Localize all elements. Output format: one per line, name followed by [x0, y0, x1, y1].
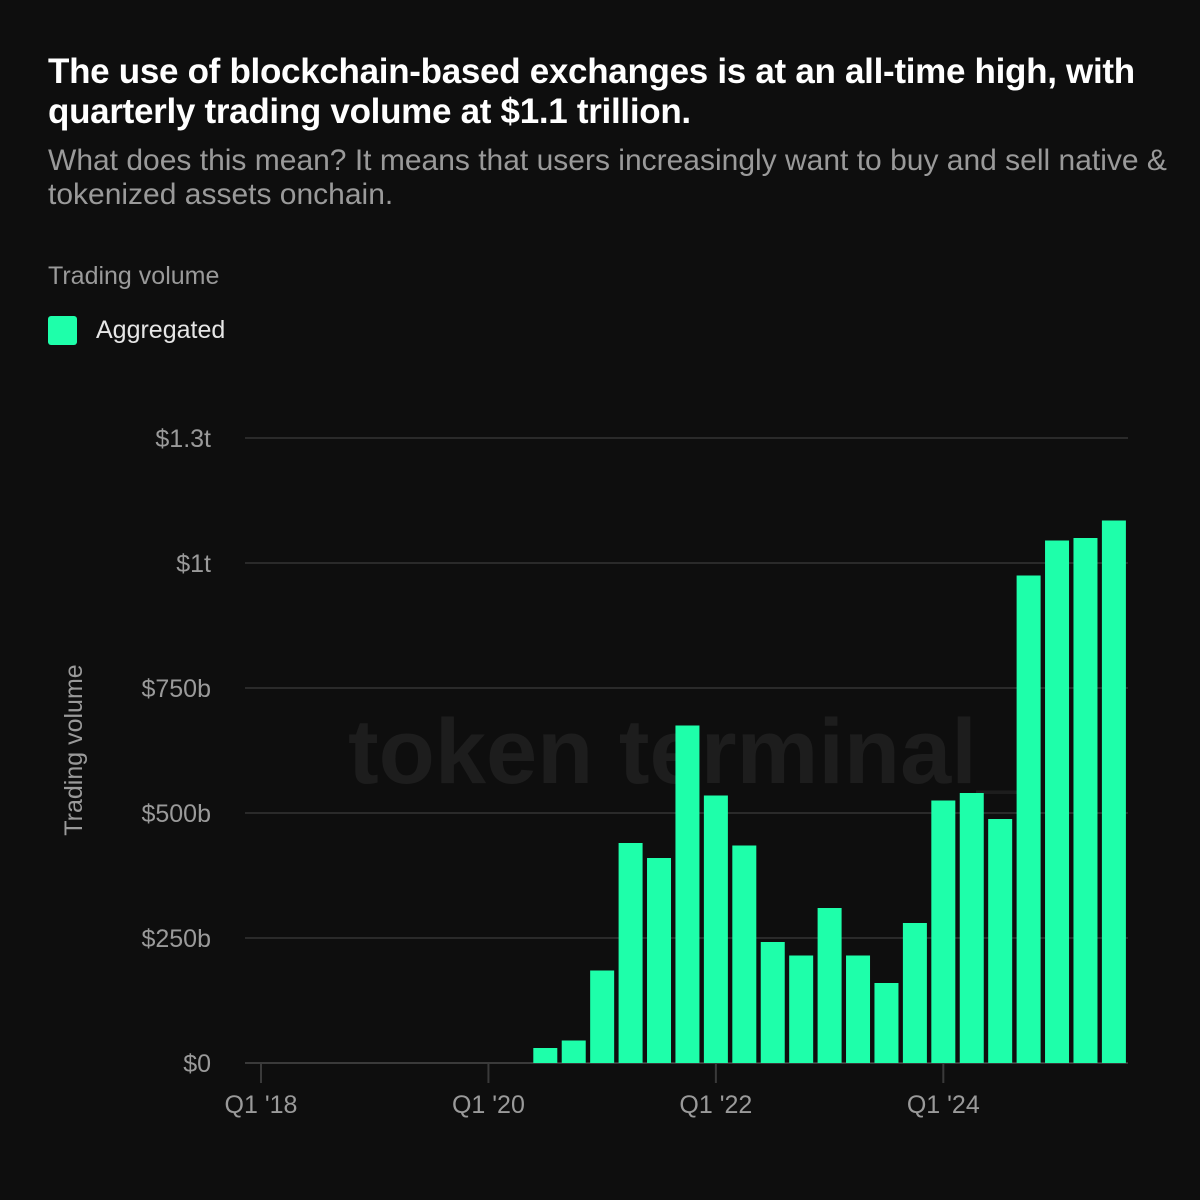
y-tick-label: $500b	[141, 800, 211, 828]
bar	[561, 1040, 586, 1063]
y-tick-label: $0	[183, 1050, 211, 1078]
bar	[874, 983, 899, 1063]
bar	[1045, 540, 1070, 1063]
bar	[959, 793, 984, 1063]
bar	[675, 725, 700, 1063]
bar	[1073, 538, 1098, 1063]
x-tick-label: Q1 '24	[907, 1091, 980, 1119]
x-tick-label: Q1 '18	[225, 1091, 298, 1119]
y-tick-label: $1.3t	[155, 425, 211, 453]
x-tick-label: Q1 '22	[679, 1091, 752, 1119]
bar	[590, 970, 615, 1063]
chart-subtitle: What does this mean? It means that users…	[48, 144, 1167, 211]
bar	[647, 858, 672, 1063]
bar	[618, 843, 643, 1063]
bar	[902, 923, 927, 1063]
y-tick-label: $1t	[176, 550, 211, 578]
bar	[789, 955, 814, 1063]
bar	[533, 1048, 558, 1063]
bar	[1101, 520, 1126, 1063]
legend-label: Aggregated	[96, 316, 226, 344]
bar	[846, 955, 871, 1063]
y-axis-title: Trading volume	[60, 664, 88, 835]
bar	[1016, 575, 1041, 1063]
bar	[760, 942, 785, 1063]
bar	[732, 845, 757, 1063]
bars	[533, 520, 1126, 1063]
legend: Aggregated	[48, 316, 225, 345]
x-tick-label: Q1 '20	[452, 1091, 525, 1119]
bar	[931, 800, 956, 1063]
bar	[703, 795, 728, 1063]
chart-label: Trading volume	[48, 262, 220, 290]
y-tick-label: $750b	[141, 675, 211, 703]
y-axis-labels: $0 $250b $500b $750b $1t $1.3t	[141, 425, 211, 1078]
y-tick-label: $250b	[141, 925, 211, 953]
legend-swatch	[48, 316, 77, 345]
chart-title: The use of blockchain-based exchanges is…	[48, 52, 1135, 131]
bar	[817, 908, 842, 1063]
x-axis: Q1 '18 Q1 '20 Q1 '22 Q1 '24	[225, 1063, 980, 1119]
bar	[988, 819, 1013, 1063]
